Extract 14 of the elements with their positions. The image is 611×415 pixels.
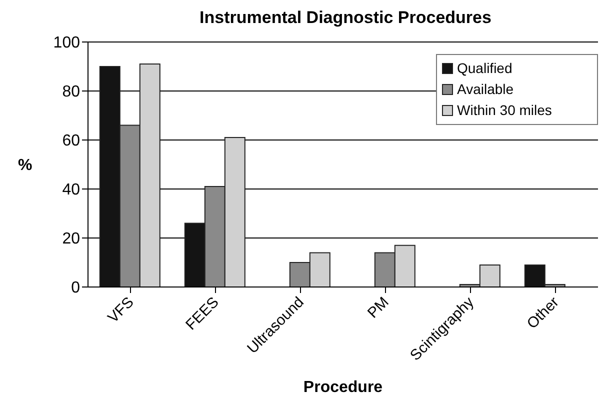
chart-title: Instrumental Diagnostic Procedures xyxy=(198,8,492,29)
y-tick-label: 40 xyxy=(62,182,80,199)
x-axis-title: Procedure xyxy=(303,379,383,396)
y-tick-label: 60 xyxy=(62,132,80,150)
legend-label: Within 30 miles xyxy=(457,101,552,120)
x-tick-label: PM xyxy=(364,294,392,322)
y-tick-label: 0 xyxy=(71,280,80,297)
y-axis-title: % xyxy=(18,157,32,174)
legend-label: Available xyxy=(457,80,514,99)
legend-label: Qualified xyxy=(457,59,512,78)
y-tick-label: 100 xyxy=(53,34,80,52)
x-tick-label: VFS xyxy=(104,294,138,326)
y-tick-label: 80 xyxy=(62,84,80,101)
y-tick-label: 20 xyxy=(62,230,80,248)
